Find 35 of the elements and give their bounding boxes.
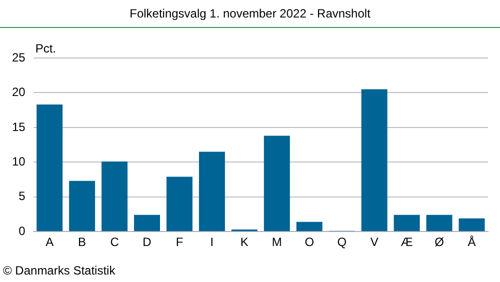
bar: [458, 218, 485, 232]
bar: [394, 214, 420, 232]
bar: [361, 89, 388, 232]
bar: [36, 104, 63, 232]
x-tick-label: Q: [337, 235, 347, 250]
bar: [102, 161, 128, 232]
y-tick-label: 20: [12, 85, 26, 100]
x-tick-label: Ø: [434, 235, 444, 250]
x-tick-label: M: [272, 235, 282, 250]
bar: [134, 214, 160, 232]
y-tick-label: 25: [12, 50, 26, 64]
x-tick-label: F: [176, 235, 184, 250]
bar: [296, 222, 322, 232]
x-tick-label: K: [240, 235, 248, 250]
y-axis-title: Pct.: [35, 41, 56, 56]
x-tick-label: O: [304, 235, 314, 250]
y-tick-label: 15: [12, 120, 26, 134]
x-tick-label: Æ: [400, 235, 413, 250]
bar: [166, 176, 192, 232]
x-tick-label: C: [110, 235, 120, 250]
bar: [198, 152, 225, 232]
x-tick-label: V: [370, 235, 378, 250]
text: © Danmarks Statistik: [3, 263, 116, 278]
x-tick-label: A: [46, 235, 54, 250]
x-tick-label: I: [210, 235, 214, 250]
y-tick-label: 10: [12, 154, 26, 168]
x-tick-label: B: [78, 235, 86, 250]
chart-title: Folketingsvalg 1. november 2022 - Ravnsholt: [130, 6, 372, 20]
x-tick-label: Å: [468, 235, 476, 250]
y-tick-label: 0: [18, 224, 26, 238]
y-tick-label: 5: [18, 189, 26, 204]
bar: [264, 136, 290, 232]
bar: [426, 214, 452, 232]
x-tick-label: D: [142, 235, 152, 250]
bar: [69, 180, 96, 232]
